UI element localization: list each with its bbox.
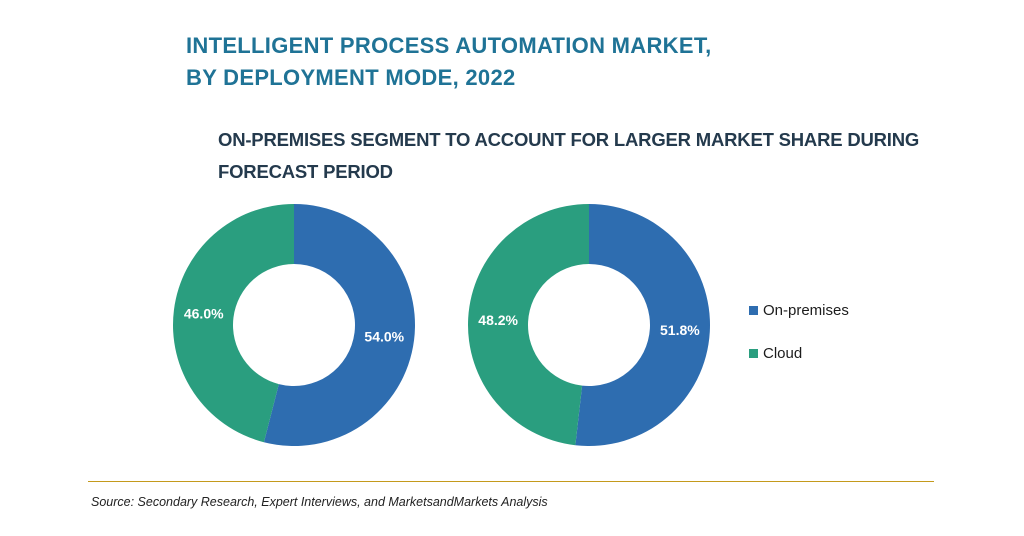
donut-2-slice-cloud — [468, 204, 589, 446]
source-note: Source: Secondary Research, Expert Inter… — [91, 495, 548, 509]
footer-divider — [88, 481, 934, 482]
donut-2-slice-on-premises — [575, 203, 711, 447]
donut-1-label-on-premises: 54.0% — [364, 328, 404, 344]
chart-title-line-1: INTELLIGENT PROCESS AUTOMATION MARKET, — [186, 33, 712, 58]
chart-subtitle-line-2: FORECAST PERIOD — [218, 161, 393, 182]
chart-title-line-2: BY DEPLOYMENT MODE, 2022 — [186, 65, 516, 90]
chart-title: INTELLIGENT PROCESS AUTOMATION MARKET, B… — [186, 30, 712, 94]
chart-subtitle-line-1: ON-PREMISES SEGMENT TO ACCOUNT FOR LARGE… — [218, 129, 920, 150]
donut-2-label-on-premises: 51.8% — [660, 322, 700, 338]
chart-subtitle: ON-PREMISES SEGMENT TO ACCOUNT FOR LARGE… — [218, 124, 919, 188]
legend-label-cloud: Cloud — [763, 344, 803, 362]
donut-1-slice-on-premises — [263, 204, 416, 447]
legend-swatch-cloud — [749, 348, 758, 358]
donut-1-label-cloud: 46.0% — [184, 306, 224, 322]
legend-item-on-premises: On-premises — [749, 300, 849, 320]
chart-legend: On-premises Cloud — [749, 300, 849, 386]
donut-2-label-cloud: 48.2% — [478, 312, 518, 328]
legend-item-cloud: Cloud — [749, 343, 849, 363]
legend-swatch-on-premises — [749, 305, 758, 315]
donut-1-slice-cloud — [173, 204, 294, 443]
legend-label-on-premises: On-premises — [763, 301, 849, 319]
